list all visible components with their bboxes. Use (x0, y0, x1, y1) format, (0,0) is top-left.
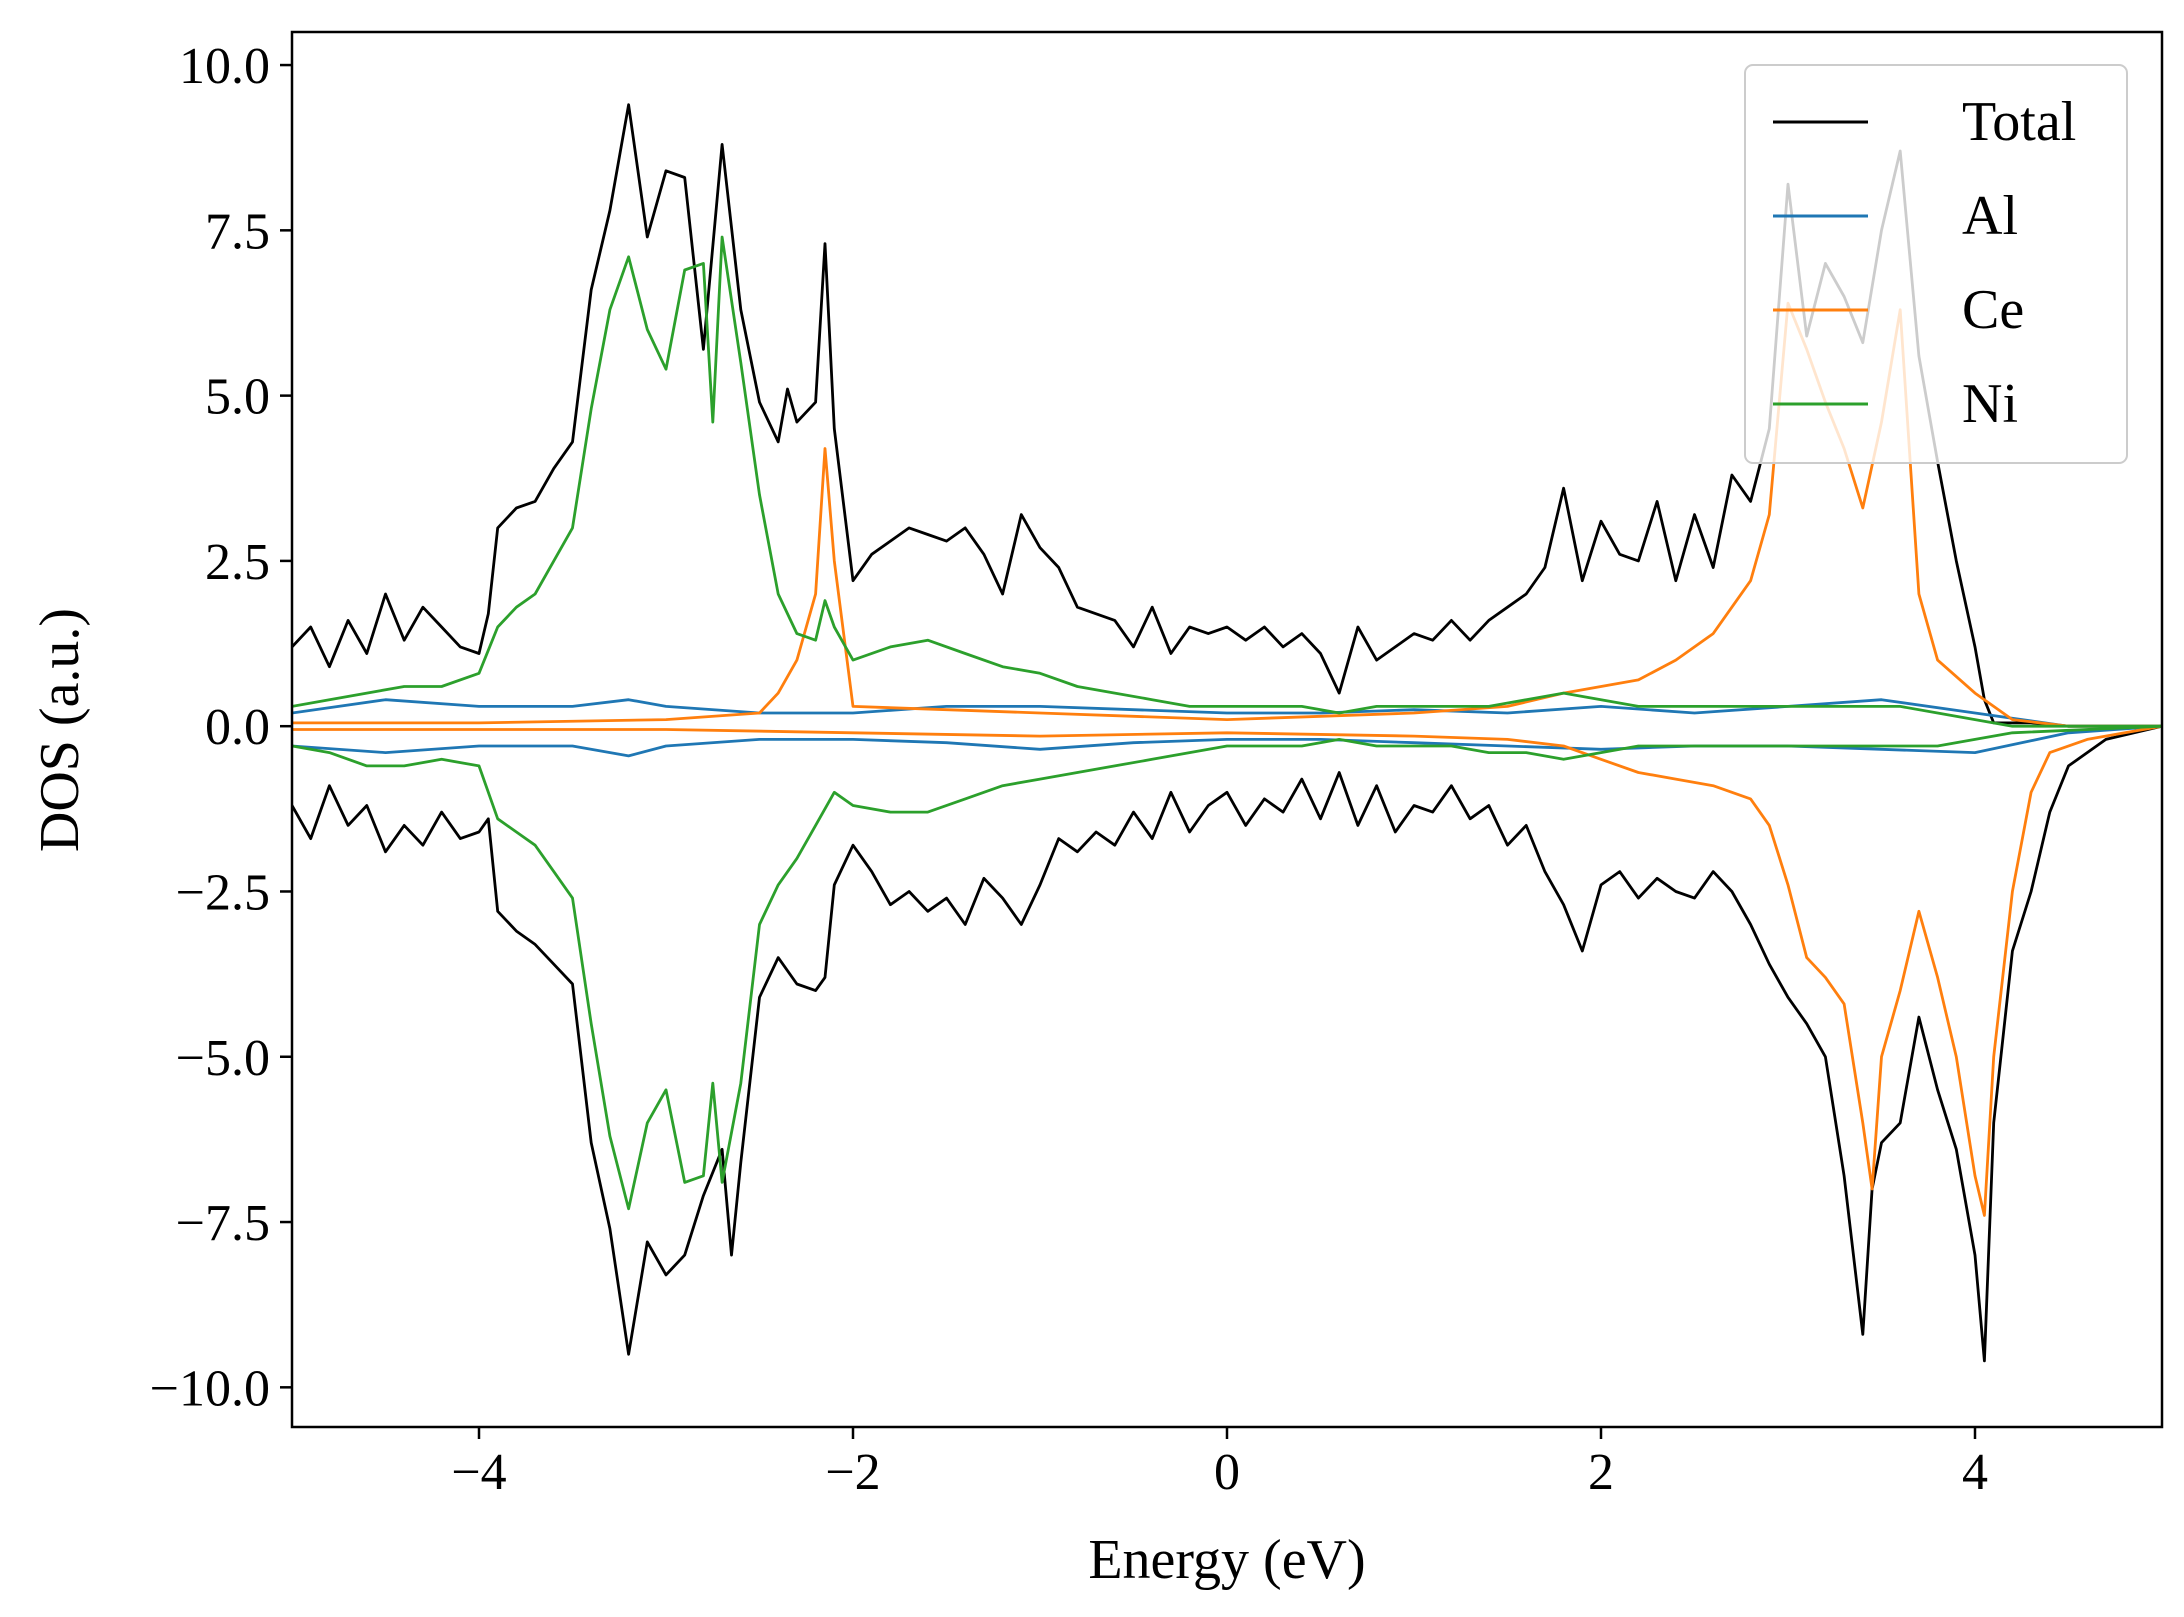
legend-items: Total Al Ce Ni (1773, 91, 2076, 435)
x-axis: −4 −2 0 2 4 (451, 1427, 1988, 1501)
series-layer (292, 103, 2162, 1363)
y-tick-label: −5.0 (176, 1030, 270, 1087)
y-tick-label: −7.5 (176, 1195, 270, 1252)
x-axis-label: Energy (eV) (1088, 1529, 1365, 1591)
series-line-al-up (292, 698, 2162, 728)
y-tick-label: 7.5 (205, 203, 270, 260)
legend: Total Al Ce Ni (1744, 64, 2128, 464)
series-line-ni-up (292, 235, 2162, 728)
y-tick-label: 5.0 (205, 369, 270, 426)
x-tick-label: 0 (1214, 1444, 1240, 1501)
y-tick-label: −2.5 (176, 864, 270, 921)
series-line-ni-down (292, 724, 2162, 1211)
legend-box (1744, 64, 2128, 464)
y-tick-label: 10.0 (179, 38, 270, 95)
y-tick-label: −10.0 (150, 1360, 270, 1417)
plot-area (292, 103, 2162, 1363)
y-axis-label: DOS (a.u.) (29, 608, 91, 852)
y-axis: 10.0 7.5 5.0 2.5 0.0 −2.5 −5.0 −7.5 −10.0 (150, 38, 292, 1417)
x-tick-label: −2 (825, 1444, 880, 1501)
y-tick-label: 0.0 (205, 699, 270, 756)
series-line-al-down (292, 724, 2162, 758)
series-line-ce-down (292, 724, 2162, 1217)
legend-label-total: Total (1962, 91, 2076, 153)
legend-label-ce: Ce (1962, 279, 2024, 341)
legend-label-al: Al (1962, 185, 2018, 247)
x-tick-label: −4 (451, 1444, 506, 1501)
y-tick-label: 2.5 (205, 534, 270, 591)
x-tick-label: 4 (1962, 1444, 1988, 1501)
legend-label-ni: Ni (1962, 373, 2018, 435)
x-tick-label: 2 (1588, 1444, 1614, 1501)
series-line-total-down (292, 724, 2162, 1363)
